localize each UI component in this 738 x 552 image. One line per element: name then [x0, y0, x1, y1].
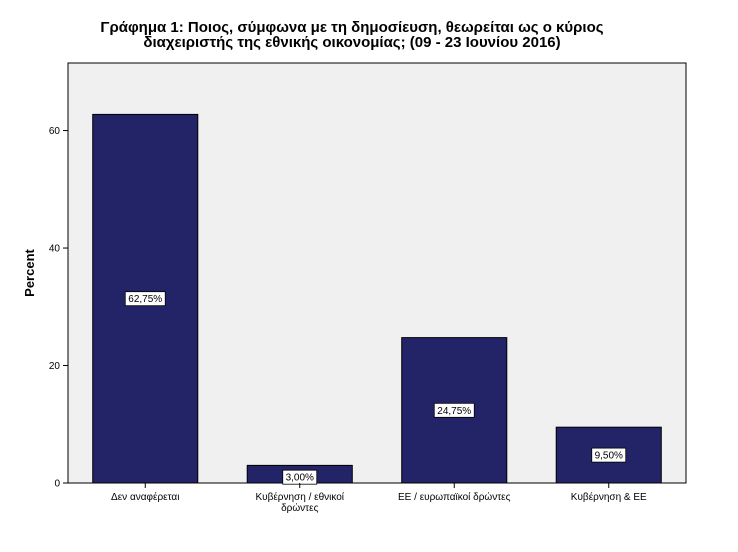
y-tick-label: 60	[49, 126, 61, 137]
chart-title-line: Γράφημα 1: Ποιος, σύμφωνα με τη δημοσίευ…	[100, 19, 603, 36]
data-label-box	[124, 291, 166, 307]
chart-title: Γράφημα 1: Ποιος, σύμφωνα με τη δημοσίευ…	[100, 19, 603, 51]
y-tick-label: 0	[54, 479, 60, 490]
data-label: 3,00%	[286, 473, 314, 484]
data-label: 24,75%	[437, 406, 471, 417]
y-axis-label: Percent	[22, 248, 37, 296]
data-label: 62,75%	[128, 294, 162, 305]
x-tick-label: ΕΕ / ευρωπαϊκοί δρώντες	[398, 491, 511, 503]
data-label-box	[433, 402, 475, 418]
x-axis: Δεν αναφέρεται Κυβέρνηση / εθνικοί δρώντες…	[111, 483, 647, 514]
bars: 62,75% 3,00% 24,75% 9,50%	[92, 113, 662, 485]
y-tick-label: 20	[49, 361, 61, 372]
data-label: 9,50%	[595, 451, 623, 462]
data-label-box	[591, 447, 627, 463]
x-tick-label: Κυβέρνηση & ΕΕ	[571, 491, 647, 503]
x-tick-label: Κυβέρνηση / εθνικοί δρώντες	[255, 491, 344, 514]
y-axis: 0 20 40 60	[49, 126, 68, 490]
x-tick-label: Δεν αναφέρεται	[111, 491, 179, 503]
chart-title-line: διαχειριστής της εθνικής οικονομίας; (09…	[143, 34, 560, 51]
y-tick-label: 40	[49, 244, 61, 255]
